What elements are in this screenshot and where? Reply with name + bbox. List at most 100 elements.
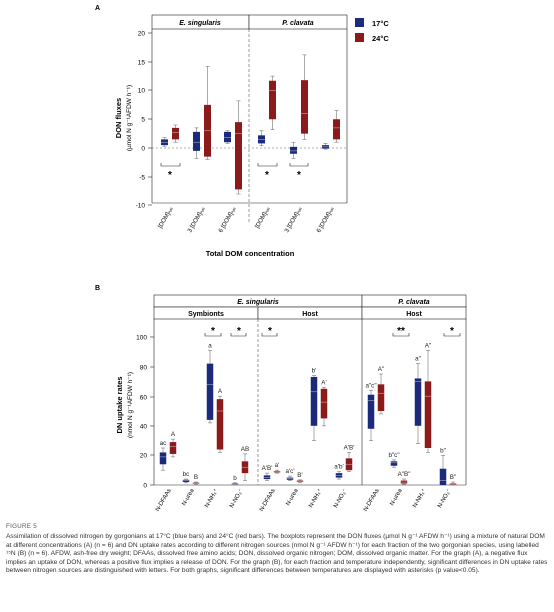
panel-a-box-24c-3 — [235, 100, 242, 195]
panel-b-sub-host-e: Host — [302, 311, 318, 318]
panel-a-ylabel-units: (µmol N g⁻¹AFDW h⁻¹) — [126, 85, 133, 151]
panel-b-letter: b"c" — [388, 452, 399, 459]
panel-b-letter: A'B' — [262, 465, 273, 472]
panel-a-x-categories: [DOM]ₙₐₜ 3 [DOM]ₙₐₜ 6 [DOM]ₙₐₜ [DOM]ₙₐₜ … — [158, 206, 336, 234]
panel-b-sig-3: * — [268, 326, 272, 337]
panel-a-star-1: * — [168, 170, 172, 181]
panel-b-sub-host-p: Host — [406, 311, 422, 318]
panel-b-xcat: N-NO₃⁻ — [437, 488, 453, 509]
panel-a-xcat-4: [DOM]ₙₐₜ — [255, 206, 272, 230]
panel-b-group-p-clavata: P. clavata — [398, 299, 430, 306]
panel-b-xcat: N-NO₃⁻ — [333, 488, 349, 509]
panel-b-letter: a — [208, 342, 212, 349]
panel-b-box-24c-12 — [449, 481, 457, 486]
panel-b-letter: AB — [241, 446, 249, 453]
panel-a-ytick-15: 15 — [138, 60, 146, 67]
panel-b-letter: A' — [321, 379, 326, 386]
panel-a-boxes — [161, 54, 340, 195]
panel-a-box-body — [301, 80, 308, 134]
panel-b-letter: a' — [275, 462, 280, 469]
panel-a-box-17c-1 — [161, 137, 168, 147]
panel-b-letter: A — [171, 431, 176, 438]
panel-b-box-body — [367, 394, 375, 429]
panel-b-box-17c-6 — [286, 475, 294, 481]
panel-b-box-17c-10 — [390, 459, 398, 468]
panel-a-xlabel: Total DOM concentration — [206, 249, 295, 258]
panel-b-group-e-singularis: E. singularis — [237, 299, 279, 306]
panel-b-xcat: N-DFAAs — [259, 488, 277, 513]
panel-b-box-17c-7 — [310, 375, 318, 441]
panel-a-ytick-5: 5 — [141, 117, 145, 124]
panel-b-ytick-100: 100 — [136, 335, 147, 342]
panel-b-box-17c-1 — [159, 447, 167, 471]
legend-swatch-17c — [355, 18, 364, 27]
legend-swatch-24c — [355, 33, 364, 42]
panel-a-ylabel: DON fluxes — [114, 98, 123, 138]
panel-b-letter: b — [233, 475, 237, 482]
panel-a-box-body — [290, 146, 297, 154]
panel-a-box-body — [224, 131, 231, 143]
panel-a-xcat-2: 3 [DOM]ₙₐₜ — [187, 206, 207, 234]
panel-b-letter: A — [218, 388, 223, 395]
panel-b-ylabel-units: (nmol N g⁻¹AFDW h⁻¹) — [127, 372, 134, 438]
panel-b-y-ticks: 100 80 60 40 20 0 — [136, 335, 154, 490]
panel-a-xcat-1: [DOM]ₙₐₜ — [158, 206, 175, 230]
panel-b-letter: ac — [160, 440, 167, 447]
panel-a-box-24c-4 — [269, 75, 276, 130]
panel-b-letter: b' — [312, 367, 317, 374]
panel-b-ytick-60: 60 — [140, 395, 148, 402]
panel-b-letter: B' — [297, 472, 302, 479]
panel-a-ytick-minus10: -10 — [136, 203, 146, 210]
panel-b-letter: B — [194, 474, 198, 481]
legend-label-17c: 17°C — [372, 19, 389, 28]
panel-b-box-body — [263, 475, 271, 480]
panel-a-ytick-minus5: -5 — [139, 175, 145, 182]
panel-a-box-24c-2 — [204, 65, 211, 160]
panel-a-box-body — [333, 119, 340, 140]
panel-b-xcat: N-DFAAs — [155, 488, 173, 513]
panel-b-xcat: N-NH₄⁺ — [411, 488, 427, 509]
panel-b-ytick-40: 40 — [140, 424, 148, 431]
panel-a-box-body — [269, 80, 276, 120]
panel-b-letter: a"c" — [365, 382, 376, 389]
panel-a-y-ticks: 20 15 10 5 0 -5 -10 — [136, 31, 152, 210]
panel-b-box-body — [286, 477, 294, 480]
panel-a-box-24c-6 — [333, 110, 340, 143]
panel-b-ytick-80: 80 — [140, 365, 148, 372]
panel-b-sig-1: * — [211, 326, 215, 337]
panel-a-ytick-20: 20 — [138, 31, 146, 38]
panel-b-letter: a'b' — [334, 464, 343, 471]
panel-b-xcat: N-NH₄⁺ — [307, 488, 323, 509]
legend-label-24c: 24°C — [372, 34, 389, 43]
panel-a-box-24c-5 — [301, 54, 308, 140]
panel-b-letter: a" — [415, 356, 421, 363]
panel-a-box-body — [172, 127, 179, 140]
panel-b-box-24c-7 — [320, 386, 328, 427]
panel-b-letter: b" — [440, 447, 446, 454]
panel-b-letter: A"B" — [398, 471, 411, 478]
panel-a-ytick-0: 0 — [141, 146, 145, 153]
panel-b-box-body — [390, 461, 398, 466]
panel-a-star-3: * — [297, 170, 301, 181]
panel-a-xcat-6: 6 [DOM]ₙₐₜ — [316, 206, 336, 234]
panel-b-letter: a'c' — [285, 468, 294, 475]
panel-b-subheader-host-p — [361, 306, 467, 320]
panel-b-box-17c-4 — [231, 482, 239, 486]
panel-b-box-body — [216, 399, 224, 450]
panel-a-legend: 17°C 24°C — [355, 18, 389, 43]
panel-a-xcat-3: 6 [DOM]ₙₐₜ — [218, 206, 238, 234]
panel-a-group-p-clavata: P. clavata — [282, 20, 314, 27]
panel-b-letter: bc — [183, 471, 190, 478]
panel-b-xcat: N-NH₄⁺ — [203, 488, 219, 509]
panel-b-sub-symbionts: Symbionts — [188, 311, 224, 318]
panel-b-box-17c-5 — [263, 472, 271, 481]
panel-a-label: A — [95, 5, 100, 12]
panel-b-box-24c-5 — [273, 469, 281, 474]
figure: A E. singularis P. clavata 20 15 10 5 0 … — [95, 5, 467, 513]
panel-a-group-e-singularis: E. singularis — [179, 20, 221, 27]
panel-b-box-body — [377, 384, 385, 411]
figure-caption: FIGURE 5 Assimilation of dissolved nitro… — [6, 523, 548, 575]
panel-b-significance — [204, 333, 461, 337]
panel-b-box-17c-8 — [335, 471, 343, 480]
panel-b-box-24c-3 — [216, 395, 224, 453]
